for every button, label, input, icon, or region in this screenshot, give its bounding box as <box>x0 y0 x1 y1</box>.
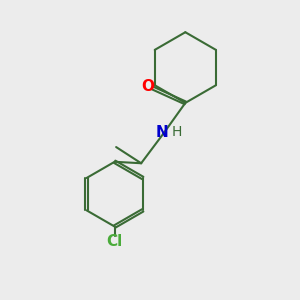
Text: O: O <box>141 79 154 94</box>
Text: H: H <box>171 125 182 139</box>
Text: N: N <box>155 125 168 140</box>
Text: Cl: Cl <box>106 234 123 249</box>
